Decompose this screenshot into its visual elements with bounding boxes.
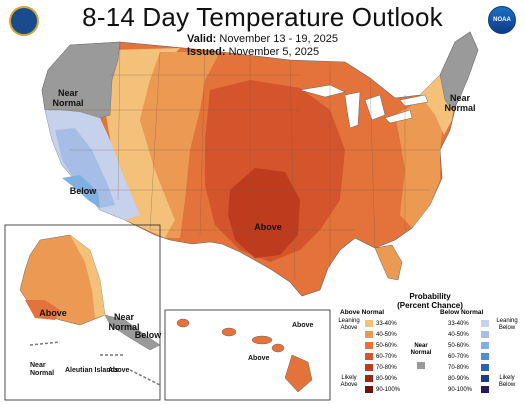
legend-below-swatch xyxy=(481,364,489,371)
state-borders xyxy=(48,41,440,281)
legend-below-range: 70-80% xyxy=(448,365,469,371)
legend-above-swatch xyxy=(365,364,373,371)
legend-above-swatch xyxy=(365,353,373,360)
legend-below-swatch xyxy=(481,342,489,349)
legend-above-range: 40-50% xyxy=(376,332,397,338)
valid-line: Valid: November 13 - 19, 2025 xyxy=(187,33,338,45)
legend-leaning-above: Leaning Above xyxy=(338,318,360,331)
valid-value: November 13 - 19, 2025 xyxy=(219,33,339,45)
great-lakes xyxy=(299,84,429,129)
near-normal-ak-label: Near Normal xyxy=(108,312,140,332)
below-50-60-region xyxy=(62,175,100,208)
legend-above-range: 50-60% xyxy=(376,343,397,349)
legend-below-swatch xyxy=(481,320,489,327)
above-40-50-northeast xyxy=(395,95,445,228)
legend-above-swatch xyxy=(365,375,373,382)
legend-below-swatch xyxy=(481,331,489,338)
alaska-inset-frame xyxy=(4,224,161,401)
valid-label: Valid: xyxy=(187,33,217,45)
legend-below-range: 50-60% xyxy=(448,343,469,349)
alaska-panhandle-near xyxy=(104,314,161,351)
above-alaska-label: Above xyxy=(39,308,67,318)
legend-below-range: 33-40% xyxy=(448,321,469,327)
legend-below-title: Below Normal xyxy=(440,309,484,316)
legend-below-range: 40-50% xyxy=(448,332,469,338)
legend-above-swatch xyxy=(365,320,373,327)
gulf-florida xyxy=(374,244,403,281)
legend-above-range: 80-90% xyxy=(376,376,397,382)
legend-below-range: 60-70% xyxy=(448,354,469,360)
above-hawaii-2-label: Above xyxy=(248,355,270,362)
legend-above-swatch xyxy=(365,342,373,349)
near-normal-aleut-label: Near Normal xyxy=(30,362,55,377)
alaska-leaning-region xyxy=(70,235,105,318)
legend-above-swatch xyxy=(365,331,373,338)
below-ak-label: Below xyxy=(134,330,162,340)
legend-below-range: 90-100% xyxy=(448,387,473,393)
noaa-logo-text: NOAA xyxy=(493,17,511,23)
legend-below-swatch xyxy=(481,353,489,360)
above-aleut-label: Above xyxy=(108,367,130,374)
noaa-logo-icon: NOAA xyxy=(488,6,516,34)
above-70-80-core xyxy=(228,168,300,258)
above-hawaii-1-label: Above xyxy=(292,322,314,329)
below-40-50-region xyxy=(55,128,115,208)
legend-near-swatch xyxy=(417,362,425,369)
legend-leaning-below: Leaning Below xyxy=(496,318,518,331)
legend-near-normal: Near Normal xyxy=(410,343,432,356)
below-ca-label: Below xyxy=(69,186,97,196)
doc-seal-icon xyxy=(9,6,39,36)
legend-above-range: 70-80% xyxy=(376,365,397,371)
above-40-50-band xyxy=(140,52,220,238)
legend-above-title: Above Normal xyxy=(340,309,385,316)
issued-value: November 5, 2025 xyxy=(228,46,320,58)
page-title: 8-14 Day Temperature Outlook xyxy=(82,2,443,32)
legend-below-range: 80-90% xyxy=(448,376,469,382)
alaska-south-region xyxy=(25,300,60,320)
issued-line: Issued: November 5, 2025 xyxy=(187,46,319,58)
legend-above-range: 33-40% xyxy=(376,321,397,327)
legend-title: Probability (Percent Chance) xyxy=(397,292,463,310)
legend-above-range: 60-70% xyxy=(376,354,397,360)
near-normal-nw-label: Near Normal xyxy=(52,88,84,108)
near-normal-northeast xyxy=(439,31,479,111)
hawaii-inset-frame xyxy=(164,309,331,401)
legend-above-range: 90-100% xyxy=(376,387,401,393)
legend-likely-below: Likely Below xyxy=(498,375,516,388)
legend-below-swatch xyxy=(481,375,489,382)
near-normal-ne-label: Near Normal xyxy=(444,93,476,113)
aleutian-chain xyxy=(29,341,161,386)
issued-label: Issued: xyxy=(187,46,226,58)
legend-likely-above: Likely Above xyxy=(340,375,358,388)
legend-above-swatch xyxy=(365,386,373,393)
hawaii-islands xyxy=(176,318,313,393)
aleutian-islands-label: Aleutian Islands xyxy=(65,367,119,374)
legend-below-swatch xyxy=(481,386,489,393)
above-center-label: Above xyxy=(254,222,282,232)
